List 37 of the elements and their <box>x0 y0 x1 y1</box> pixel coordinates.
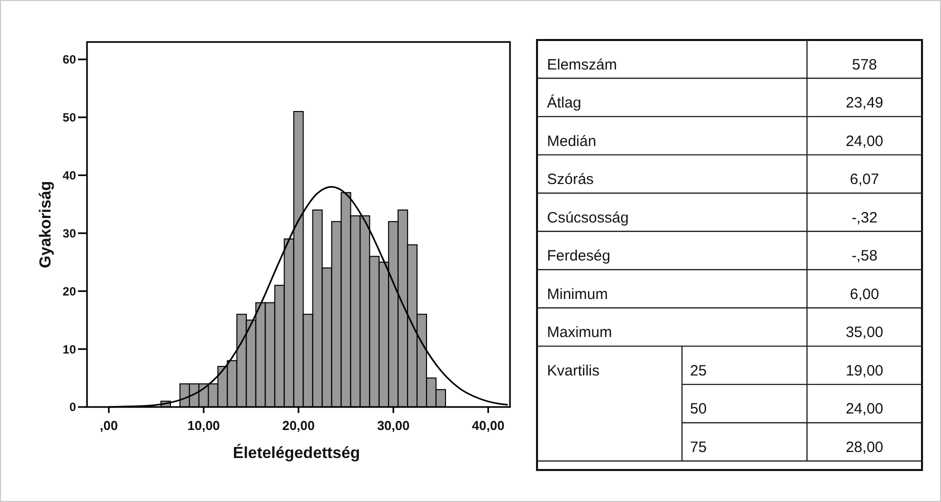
category-label: 75 <box>690 439 707 456</box>
text: 24,00 <box>846 400 884 418</box>
y-tick-label: 0 <box>69 400 76 414</box>
text: -,58 <box>852 248 878 265</box>
text: 24,00 <box>846 132 884 150</box>
y-tick-label: 40 <box>62 168 76 182</box>
category-label: Elemszám <box>547 56 618 74</box>
y-axis-title: Gyakoriság <box>38 180 55 268</box>
y-tick-label: 20 <box>62 284 76 298</box>
x-axis-title: Életelégedettség <box>232 443 360 462</box>
text: 28,00 <box>846 439 884 456</box>
category-label: Kvartilis <box>547 362 600 380</box>
category-label: Csúcsosság <box>547 209 629 226</box>
x-tick-label: 20,00 <box>282 418 315 433</box>
y-tick-label: 10 <box>62 342 76 356</box>
category-label: Átlag <box>547 94 582 112</box>
text: 23,49 <box>846 94 884 112</box>
category-label: Szórás <box>547 171 594 188</box>
category-label: Minimum <box>547 286 608 303</box>
x-tick-label: ,00 <box>100 418 118 433</box>
y-tick-label: 50 <box>62 110 76 125</box>
category-label: Ferdeség <box>547 248 610 265</box>
text: 35,00 <box>846 324 884 342</box>
text: -,32 <box>852 209 878 226</box>
x-tick-label: 30,00 <box>377 418 410 433</box>
text: 6,00 <box>850 286 880 303</box>
text: 19,00 <box>846 362 884 380</box>
category-label: 25 <box>690 362 707 380</box>
text: 578 <box>852 56 878 74</box>
y-tick-label: 60 <box>62 52 76 67</box>
category-label: Medián <box>547 132 596 150</box>
category-label: 50 <box>690 400 707 418</box>
category-label: Maximum <box>547 324 612 342</box>
y-tick-label: 30 <box>62 226 76 240</box>
x-tick-label: 10,00 <box>187 418 220 433</box>
text: 6,07 <box>850 171 880 188</box>
x-tick-label: 40,00 <box>472 418 504 433</box>
